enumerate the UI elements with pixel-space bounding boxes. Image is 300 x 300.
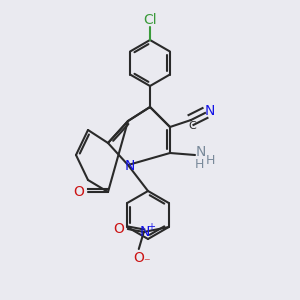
Text: O: O xyxy=(113,222,124,236)
Text: +: + xyxy=(147,222,155,232)
Text: H: H xyxy=(205,154,215,166)
Text: N: N xyxy=(196,145,206,159)
Text: C: C xyxy=(188,121,196,131)
Text: ⁻: ⁻ xyxy=(143,256,150,269)
Text: N: N xyxy=(205,104,215,118)
Text: O: O xyxy=(133,251,144,265)
Text: Cl: Cl xyxy=(143,13,157,27)
Text: H: H xyxy=(194,158,204,170)
Text: O: O xyxy=(74,185,84,199)
Text: N: N xyxy=(125,159,135,173)
Text: N: N xyxy=(140,225,150,239)
